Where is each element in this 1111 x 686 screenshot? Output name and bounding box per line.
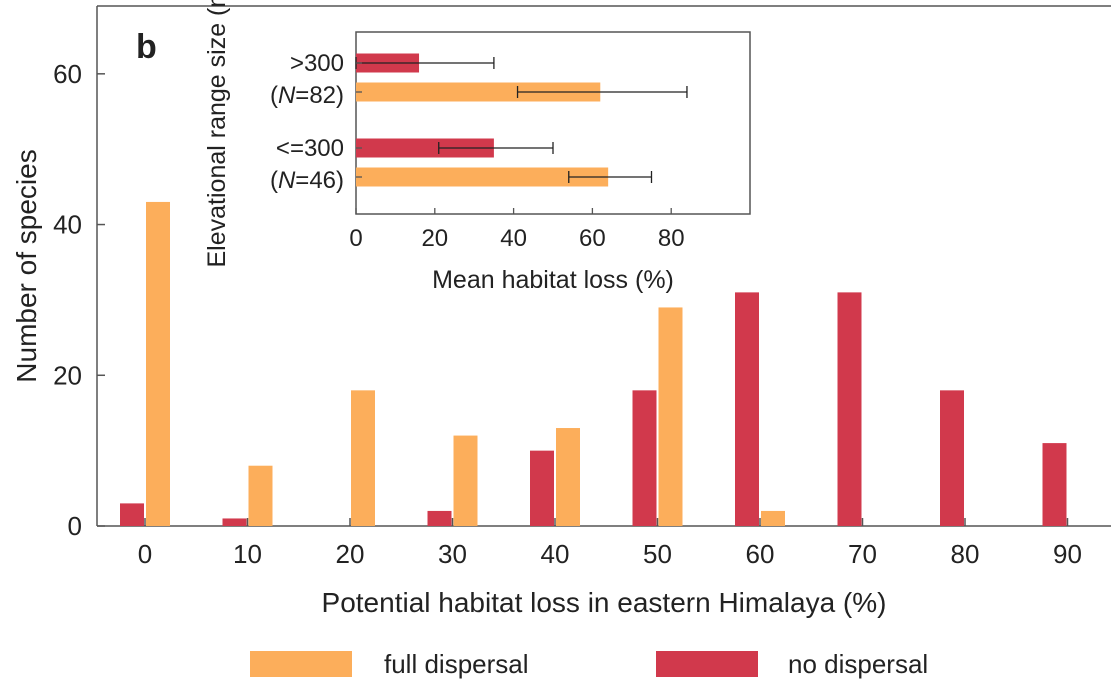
main-x-tick-label: 50: [643, 539, 672, 569]
bar-no-dispersal-50: [632, 390, 657, 526]
main-x-tick-label: 10: [233, 539, 262, 569]
inset-group-labels: >300 (N=82) <=300 (N=46): [270, 50, 362, 194]
bar-full-dispersal-50: [658, 307, 683, 526]
main-y-axis-label: Number of species: [11, 149, 42, 382]
main-x-tick-label: 20: [336, 539, 365, 569]
main-x-tick-label: 70: [848, 539, 877, 569]
main-y-tick-label: 0: [68, 511, 82, 541]
bar-no-dispersal-10: [222, 518, 247, 526]
bar-no-dispersal-0: [120, 503, 144, 526]
bar-full-dispersal-0: [146, 201, 170, 526]
main-x-tick-label: 30: [438, 539, 467, 569]
inset-group-label: <=300: [276, 135, 344, 162]
bar-no-dispersal-40: [530, 450, 554, 526]
inset-x-tick-label: 0: [349, 225, 362, 252]
main-bars: [120, 201, 1067, 526]
inset-error-bar-full-dispersal-group-1: [516, 86, 688, 98]
legend-swatch-full-dispersal: [250, 651, 352, 677]
main-y-ticks: 0 20 40 60: [53, 59, 105, 541]
inset-bars: [355, 53, 688, 187]
bar-full-dispersal-30: [453, 435, 478, 526]
inset-group-n-label: (N=82): [270, 82, 344, 109]
legend-swatch-no-dispersal: [656, 651, 758, 677]
bar-full-dispersal-60: [761, 510, 785, 526]
legend-label-full-dispersal: full dispersal: [384, 649, 529, 679]
inset-x-tick-label: 40: [500, 225, 527, 252]
main-y-tick-label: 60: [53, 59, 82, 89]
bar-no-dispersal-80: [940, 390, 964, 526]
panel-label: b: [136, 28, 157, 66]
inset-chart: 0 20 40 60 80 >300 (N=82) <=300 (N=46) Mean hab…: [203, 0, 751, 294]
main-x-axis-label: Potential habitat loss in eastern Himala…: [322, 587, 887, 618]
inset-bar-full-dispersal-group-2: [356, 167, 609, 187]
main-x-tick-label: 80: [951, 539, 980, 569]
main-x-tick-label: 0: [138, 539, 152, 569]
main-x-tick-label: 60: [746, 539, 775, 569]
main-y-tick-label: 20: [53, 360, 82, 390]
bar-full-dispersal-20: [351, 390, 375, 526]
bar-full-dispersal-40: [556, 428, 580, 526]
bar-no-dispersal-70: [837, 292, 862, 526]
main-x-tick-label: 40: [541, 539, 570, 569]
inset-error-bar-full-dispersal-group-2: [568, 171, 653, 183]
bar-full-dispersal-10: [248, 465, 273, 526]
inset-x-axis-label: Mean habitat loss (%): [432, 266, 674, 294]
inset-bar-full-dispersal-group-1: [356, 82, 601, 102]
legend-label-no-dispersal: no dispersal: [788, 649, 928, 679]
inset-x-tick-label: 80: [658, 225, 685, 252]
legend: full dispersal no dispersal: [250, 649, 928, 679]
inset-bar-no-dispersal-group-2: [356, 138, 494, 158]
inset-y-axis-label: Elevational range size (m): [203, 0, 231, 268]
bar-no-dispersal-30: [427, 510, 452, 526]
inset-x-tick-label: 20: [421, 225, 448, 252]
inset-x-tick-label: 60: [579, 225, 606, 252]
inset-group-n-label: (N=46): [270, 167, 344, 194]
bar-no-dispersal-90: [1042, 443, 1067, 526]
inset-group-label: >300: [290, 50, 344, 77]
main-x-tick-label: 90: [1053, 539, 1082, 569]
inset-x-ticks: 0 20 40 60 80: [349, 208, 685, 252]
inset-error-bar-no-dispersal-group-2: [438, 142, 554, 154]
bar-no-dispersal-60: [735, 292, 759, 526]
main-y-tick-label: 40: [53, 210, 82, 240]
main-x-ticks: 0 10 20 30 40 50 60 70 80 90: [138, 518, 1082, 569]
